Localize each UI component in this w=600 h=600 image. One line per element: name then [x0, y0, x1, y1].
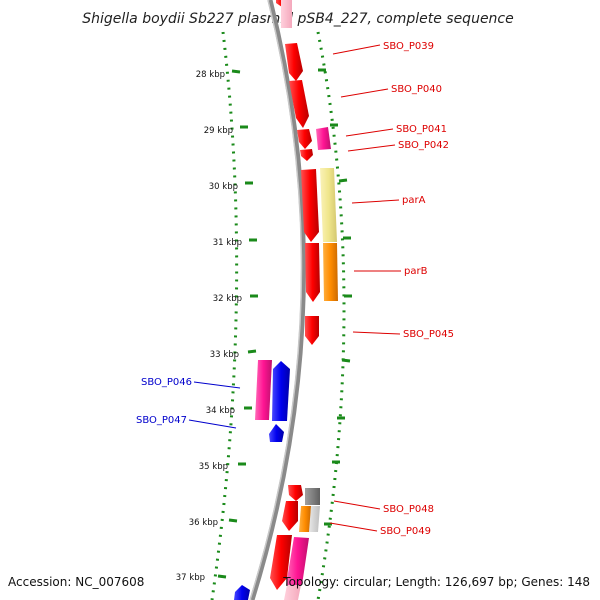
kbp-label: 33 kbp — [210, 350, 239, 360]
gene-label: SBO_P042 — [398, 140, 449, 151]
accession-label: Accession: NC_007608 — [8, 575, 144, 589]
gene-arrow — [234, 585, 250, 600]
right-leader-lines — [329, 44, 401, 532]
inner-major-ticks — [217, 69, 258, 579]
kbp-label: 36 kbp — [189, 518, 218, 528]
gene-arrow — [309, 506, 320, 532]
kbp-label: 37 kbp — [176, 573, 205, 583]
kbp-labels: 28 kbp 29 kbp 30 kbp 31 kbp 32 kbp 33 kb… — [176, 70, 242, 583]
map-title: Shigella boydii Sb227 plasmid pSB4_227, … — [82, 11, 513, 27]
gene-label: parA — [402, 195, 426, 206]
outer-tick-track — [316, 31, 346, 600]
gene-label: parB — [404, 266, 428, 277]
gene-arrow — [272, 361, 290, 421]
gene-label: SBO_P040 — [391, 84, 442, 95]
gene-arrow — [297, 129, 312, 149]
gene-arrow — [270, 535, 292, 590]
gene-arrow — [288, 485, 303, 501]
gene-label: SBO_P049 — [380, 526, 431, 537]
gene-arrow — [289, 80, 309, 128]
kbp-label: 28 kbp — [196, 70, 225, 80]
gene-arrow — [299, 506, 311, 532]
summary-label: Topology: circular; Length: 126,697 bp; … — [282, 575, 590, 589]
gene-arrow — [323, 243, 338, 301]
gene-arrow — [316, 127, 331, 150]
gene-arrow — [286, 537, 309, 585]
gene-arrow — [255, 360, 272, 420]
inner-tick-track — [210, 31, 239, 600]
gene-label: SBO_P047 — [136, 415, 187, 426]
gene-arrow — [282, 501, 298, 531]
backbone-highlight — [249, 0, 303, 600]
gene-arrow — [305, 488, 320, 505]
kbp-label: 30 kbp — [209, 182, 238, 192]
gene-arrow — [305, 243, 320, 302]
gene-arrow — [285, 43, 303, 81]
kbp-label: 35 kbp — [199, 462, 228, 472]
gene-arrow — [320, 168, 337, 242]
left-gene-labels: SBO_P046 SBO_P047 — [136, 377, 192, 426]
gene-arrow — [281, 0, 292, 28]
kbp-label: 34 kbp — [206, 406, 235, 416]
reverse-strand-genes — [234, 360, 290, 600]
gene-label: SBO_P041 — [396, 124, 447, 135]
gene-label: SBO_P046 — [141, 377, 192, 388]
kbp-label: 32 kbp — [213, 294, 242, 304]
gene-arrow — [284, 585, 301, 600]
gene-label: SBO_P045 — [403, 329, 454, 340]
gene-label: SBO_P039 — [383, 41, 434, 52]
left-leader-lines — [188, 381, 241, 429]
gene-arrow — [269, 424, 284, 442]
forward-strand-genes — [270, 0, 338, 600]
outer-major-ticks — [318, 68, 352, 526]
gene-arrow — [300, 149, 313, 161]
gene-arrow — [301, 169, 319, 242]
gene-label: SBO_P048 — [383, 504, 434, 515]
gene-arrow — [305, 316, 319, 345]
kbp-label: 29 kbp — [204, 126, 233, 136]
kbp-label: 31 kbp — [213, 238, 242, 248]
right-gene-labels: SBO_P039 SBO_P040 SBO_P041 SBO_P042 parA… — [380, 41, 454, 537]
plasmid-backbone — [249, 0, 306, 600]
